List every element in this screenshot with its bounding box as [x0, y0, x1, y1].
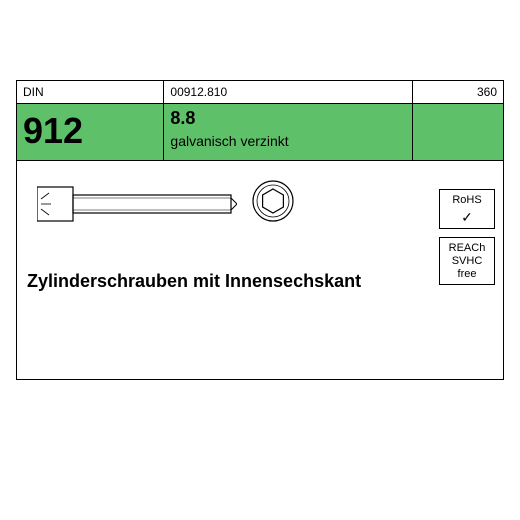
reach-line3: free [458, 268, 477, 280]
code-value: 360 [477, 85, 497, 99]
rohs-label: RoHS [452, 194, 481, 206]
header-row: DIN 00912.810 360 [17, 81, 503, 104]
part-number: 00912.810 [170, 85, 227, 99]
header-partnum-cell: 00912.810 [164, 81, 413, 103]
screw-side-icon [37, 179, 237, 229]
strength-class: 8.8 [170, 108, 406, 129]
reach-badge: REACh SVHC free [439, 237, 495, 285]
din-number-cell: 912 [17, 104, 164, 160]
product-title: Zylinderschrauben mit Innensechskant [27, 271, 361, 292]
green-empty-cell [413, 104, 503, 160]
reach-line2: SVHC [452, 255, 483, 267]
product-spec-card: DIN 00912.810 360 912 8.8 galvanisch ver… [16, 80, 504, 380]
body-area: RoHS ✓ REACh SVHC free Zylinderschrauben… [17, 161, 503, 381]
reach-line1: REACh [449, 242, 486, 254]
finish-text: galvanisch verzinkt [170, 133, 406, 149]
green-row: 912 8.8 galvanisch verzinkt [17, 104, 503, 161]
header-standard-cell: DIN [17, 81, 164, 103]
spec-cell: 8.8 galvanisch verzinkt [164, 104, 413, 160]
check-icon: ✓ [442, 209, 492, 226]
hex-socket-icon [251, 179, 295, 223]
rohs-badge: RoHS ✓ [439, 189, 495, 229]
header-code-cell: 360 [413, 81, 503, 103]
standard-label: DIN [23, 85, 44, 99]
din-number: 912 [23, 110, 83, 151]
